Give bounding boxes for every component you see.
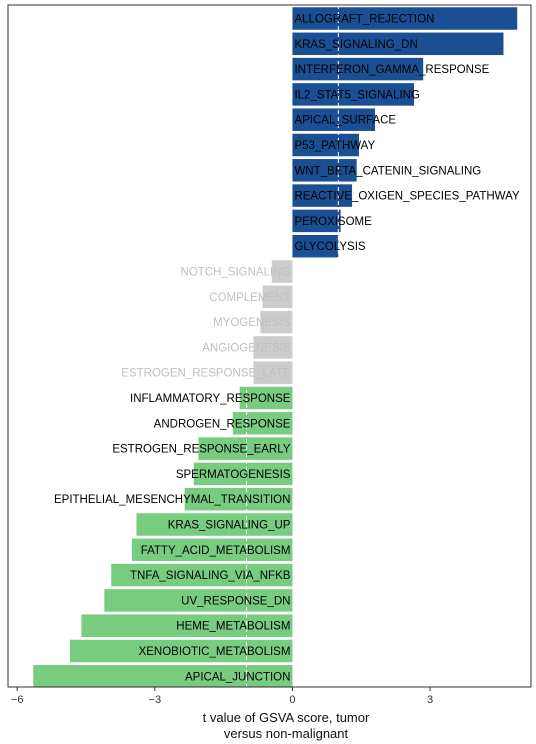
x-tick-label: 3: [427, 694, 433, 706]
bar-label-notch-signaling: NOTCH_SIGNALING: [181, 267, 291, 279]
bar-label-il2-stat5-signaling: IL2_STAT5_SIGNALING: [294, 89, 420, 101]
bar-label-spermatogenesis: SPERMATOGENESIS: [176, 469, 291, 481]
bar-label-complement: COMPLEMENT: [209, 292, 290, 304]
bar-p53-pathway: [292, 133, 359, 157]
bar-labels-layer: ALLOGRAFT_REJECTION KRAS_SIGNALING_DN INTE…: [54, 14, 520, 684]
bar-label-kras-signaling-dn: KRAS_SIGNALING_DN: [294, 39, 417, 51]
bar-label-reactive-oxigen-species-pathway: REACTIVE_OXIGEN_SPECIES_PATHWAY: [294, 191, 519, 203]
bars-layer: [33, 7, 518, 688]
bar-label-peroxisome: PEROXISOME: [294, 216, 372, 228]
bar-uv-response-dn: [104, 589, 293, 612]
bar-heme-metabolism: [81, 614, 293, 637]
bar-complement: [262, 285, 293, 309]
x-tick-label: 0: [289, 694, 295, 706]
bar-angiogenesis: [253, 336, 293, 359]
bar-apical-surface: [292, 108, 376, 131]
x-tick-label: −3: [149, 694, 162, 706]
bar-label-epithelial-mesenchymal-transition: EPITHELIAL_MESENCHYMAL_TRANSITION: [54, 494, 290, 506]
bar-label-uv-response-dn: UV_RESPONSE_DN: [181, 595, 290, 607]
bar-label-angiogenesis: ANGIOGENESIS: [202, 342, 291, 354]
bar-allograft-rejection: [292, 7, 518, 30]
x-tick-label: −6: [11, 694, 24, 706]
bar-label-xenobiotic-metabolism: XENOBIOTIC_METABOLISM: [139, 646, 291, 658]
bar-estrogen-response-early: [198, 437, 293, 460]
bar-inflammatory-response: [239, 386, 293, 410]
bar-label-kras-signaling-up: KRAS_SIGNALING_UP: [168, 520, 291, 532]
x-axis-title-line-1: t value of GSVA score, tumor: [203, 710, 370, 725]
bar-il2-stat5-signaling: [292, 83, 415, 106]
bar-label-heme-metabolism: HEME_METABOLISM: [176, 621, 290, 633]
bar-epithelial-mesenchymal-transition: [184, 487, 293, 511]
bar-glycolysis: [292, 234, 339, 258]
x-axis: −6 −3 0 3: [11, 687, 433, 706]
bar-label-inflammatory-response: INFLAMMATORY_RESPONSE: [130, 393, 291, 405]
bar-xenobiotic-metabolism: [69, 639, 293, 663]
bar-apical-junction: [33, 665, 293, 688]
bar-label-glycolysis: GLYCOLYSIS: [294, 241, 365, 253]
x-axis-title-line-2: versus non-malignant: [224, 726, 349, 741]
bar-reactive-oxigen-species-pathway: [292, 184, 353, 207]
bar-notch-signaling: [271, 260, 293, 283]
plot-panel-border: [7, 4, 532, 688]
bar-label-wnt-beta-catenin-signaling: WNT_BETA_CATENIN_SIGNALING: [294, 165, 481, 177]
bar-label-allograft-rejection: ALLOGRAFT_REJECTION: [294, 14, 434, 26]
bar-myogenesis: [260, 310, 293, 334]
bar-label-estrogen-response-early: ESTROGEN_RESPONSE_EARLY: [112, 444, 290, 456]
bar-estrogen-response-late: [253, 361, 293, 384]
bar-label-myogenesis: MYOGENESIS: [213, 317, 291, 329]
bar-spermatogenesis: [193, 462, 293, 486]
threshold-lines: [246, 5, 339, 687]
bar-label-apical-surface: APICAL_SURFACE: [294, 115, 396, 127]
bar-label-apical-junction: APICAL_JUNCTION: [185, 671, 290, 683]
bar-label-p53-pathway: P53_PATHWAY: [294, 140, 375, 152]
bar-interferon-gamma-response: [292, 57, 424, 81]
bar-androgen-response: [232, 412, 293, 435]
bar-peroxisome: [292, 209, 341, 233]
bar-label-interferon-gamma-response: INTERFERON_GAMMA_RESPONSE: [294, 64, 489, 76]
bar-label-estrogen-response-late: ESTROGEN_RESPONSE_LATE: [121, 368, 290, 380]
bar-tnfa-signaling-via-nfkb: [111, 563, 293, 587]
bar-label-tnfa-signaling-via-nfkb: TNFA_SIGNALING_VIA_NFKB: [130, 570, 291, 582]
bar-label-androgen-response: ANDROGEN_RESPONSE: [154, 418, 291, 430]
bar-wnt-beta-catenin-signaling: [292, 159, 357, 182]
bar-label-fatty-acid-metabolism: FATTY_ACID_METABOLISM: [141, 545, 291, 557]
bar-kras-signaling-up: [136, 513, 293, 536]
bar-fatty-acid-metabolism: [131, 538, 293, 562]
bar-kras-signaling-dn: [292, 32, 504, 56]
